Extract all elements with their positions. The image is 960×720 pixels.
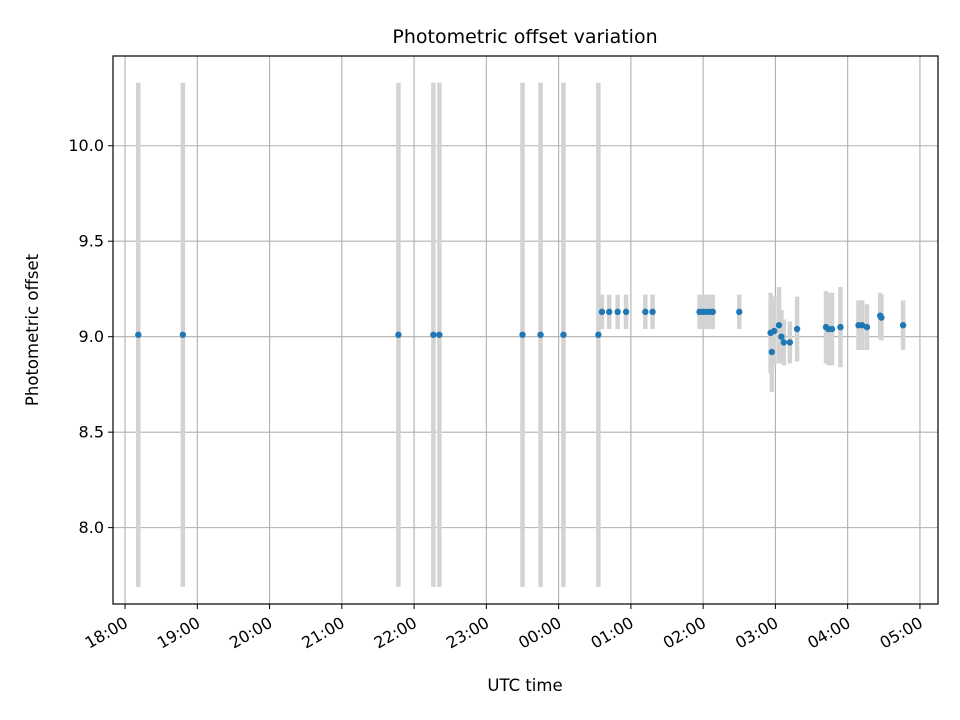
y-axis-label: Photometric offset — [23, 253, 42, 406]
data-point — [786, 339, 794, 346]
chart-title: Photometric offset variation — [392, 26, 657, 48]
data-point — [560, 331, 567, 338]
data-point — [179, 331, 187, 338]
data-point — [858, 322, 866, 329]
y-tick-label: 8.0 — [79, 518, 104, 537]
data-point — [863, 323, 871, 331]
plot-frame — [112, 55, 939, 605]
data-point — [780, 339, 788, 346]
data-point — [649, 308, 656, 316]
data-point — [899, 322, 907, 329]
data-point — [642, 308, 649, 316]
data-point — [778, 333, 785, 340]
data-point — [614, 308, 621, 316]
data-points — [135, 308, 907, 356]
y-tick-label: 9.5 — [79, 232, 104, 251]
data-point — [736, 308, 743, 316]
data-point — [709, 308, 716, 316]
data-point — [878, 314, 885, 321]
data-point — [135, 331, 142, 338]
data-point — [793, 325, 801, 333]
data-point — [837, 323, 844, 331]
grid — [113, 56, 938, 604]
data-point — [395, 331, 402, 338]
data-point — [622, 308, 630, 316]
y-tick-label: 8.5 — [79, 423, 104, 442]
data-point — [828, 325, 836, 333]
y-tick-label: 9.0 — [79, 327, 104, 346]
data-point — [775, 322, 783, 329]
data-point — [771, 327, 778, 335]
data-point — [768, 348, 775, 356]
data-point — [430, 331, 437, 338]
data-point — [436, 331, 443, 338]
data-point — [595, 331, 602, 338]
data-point — [606, 308, 613, 316]
data-point — [519, 331, 526, 338]
data-point — [537, 331, 544, 338]
x-axis-label: UTC time — [487, 676, 562, 695]
y-tick-label: 10.0 — [68, 136, 104, 155]
data-point — [598, 308, 606, 316]
